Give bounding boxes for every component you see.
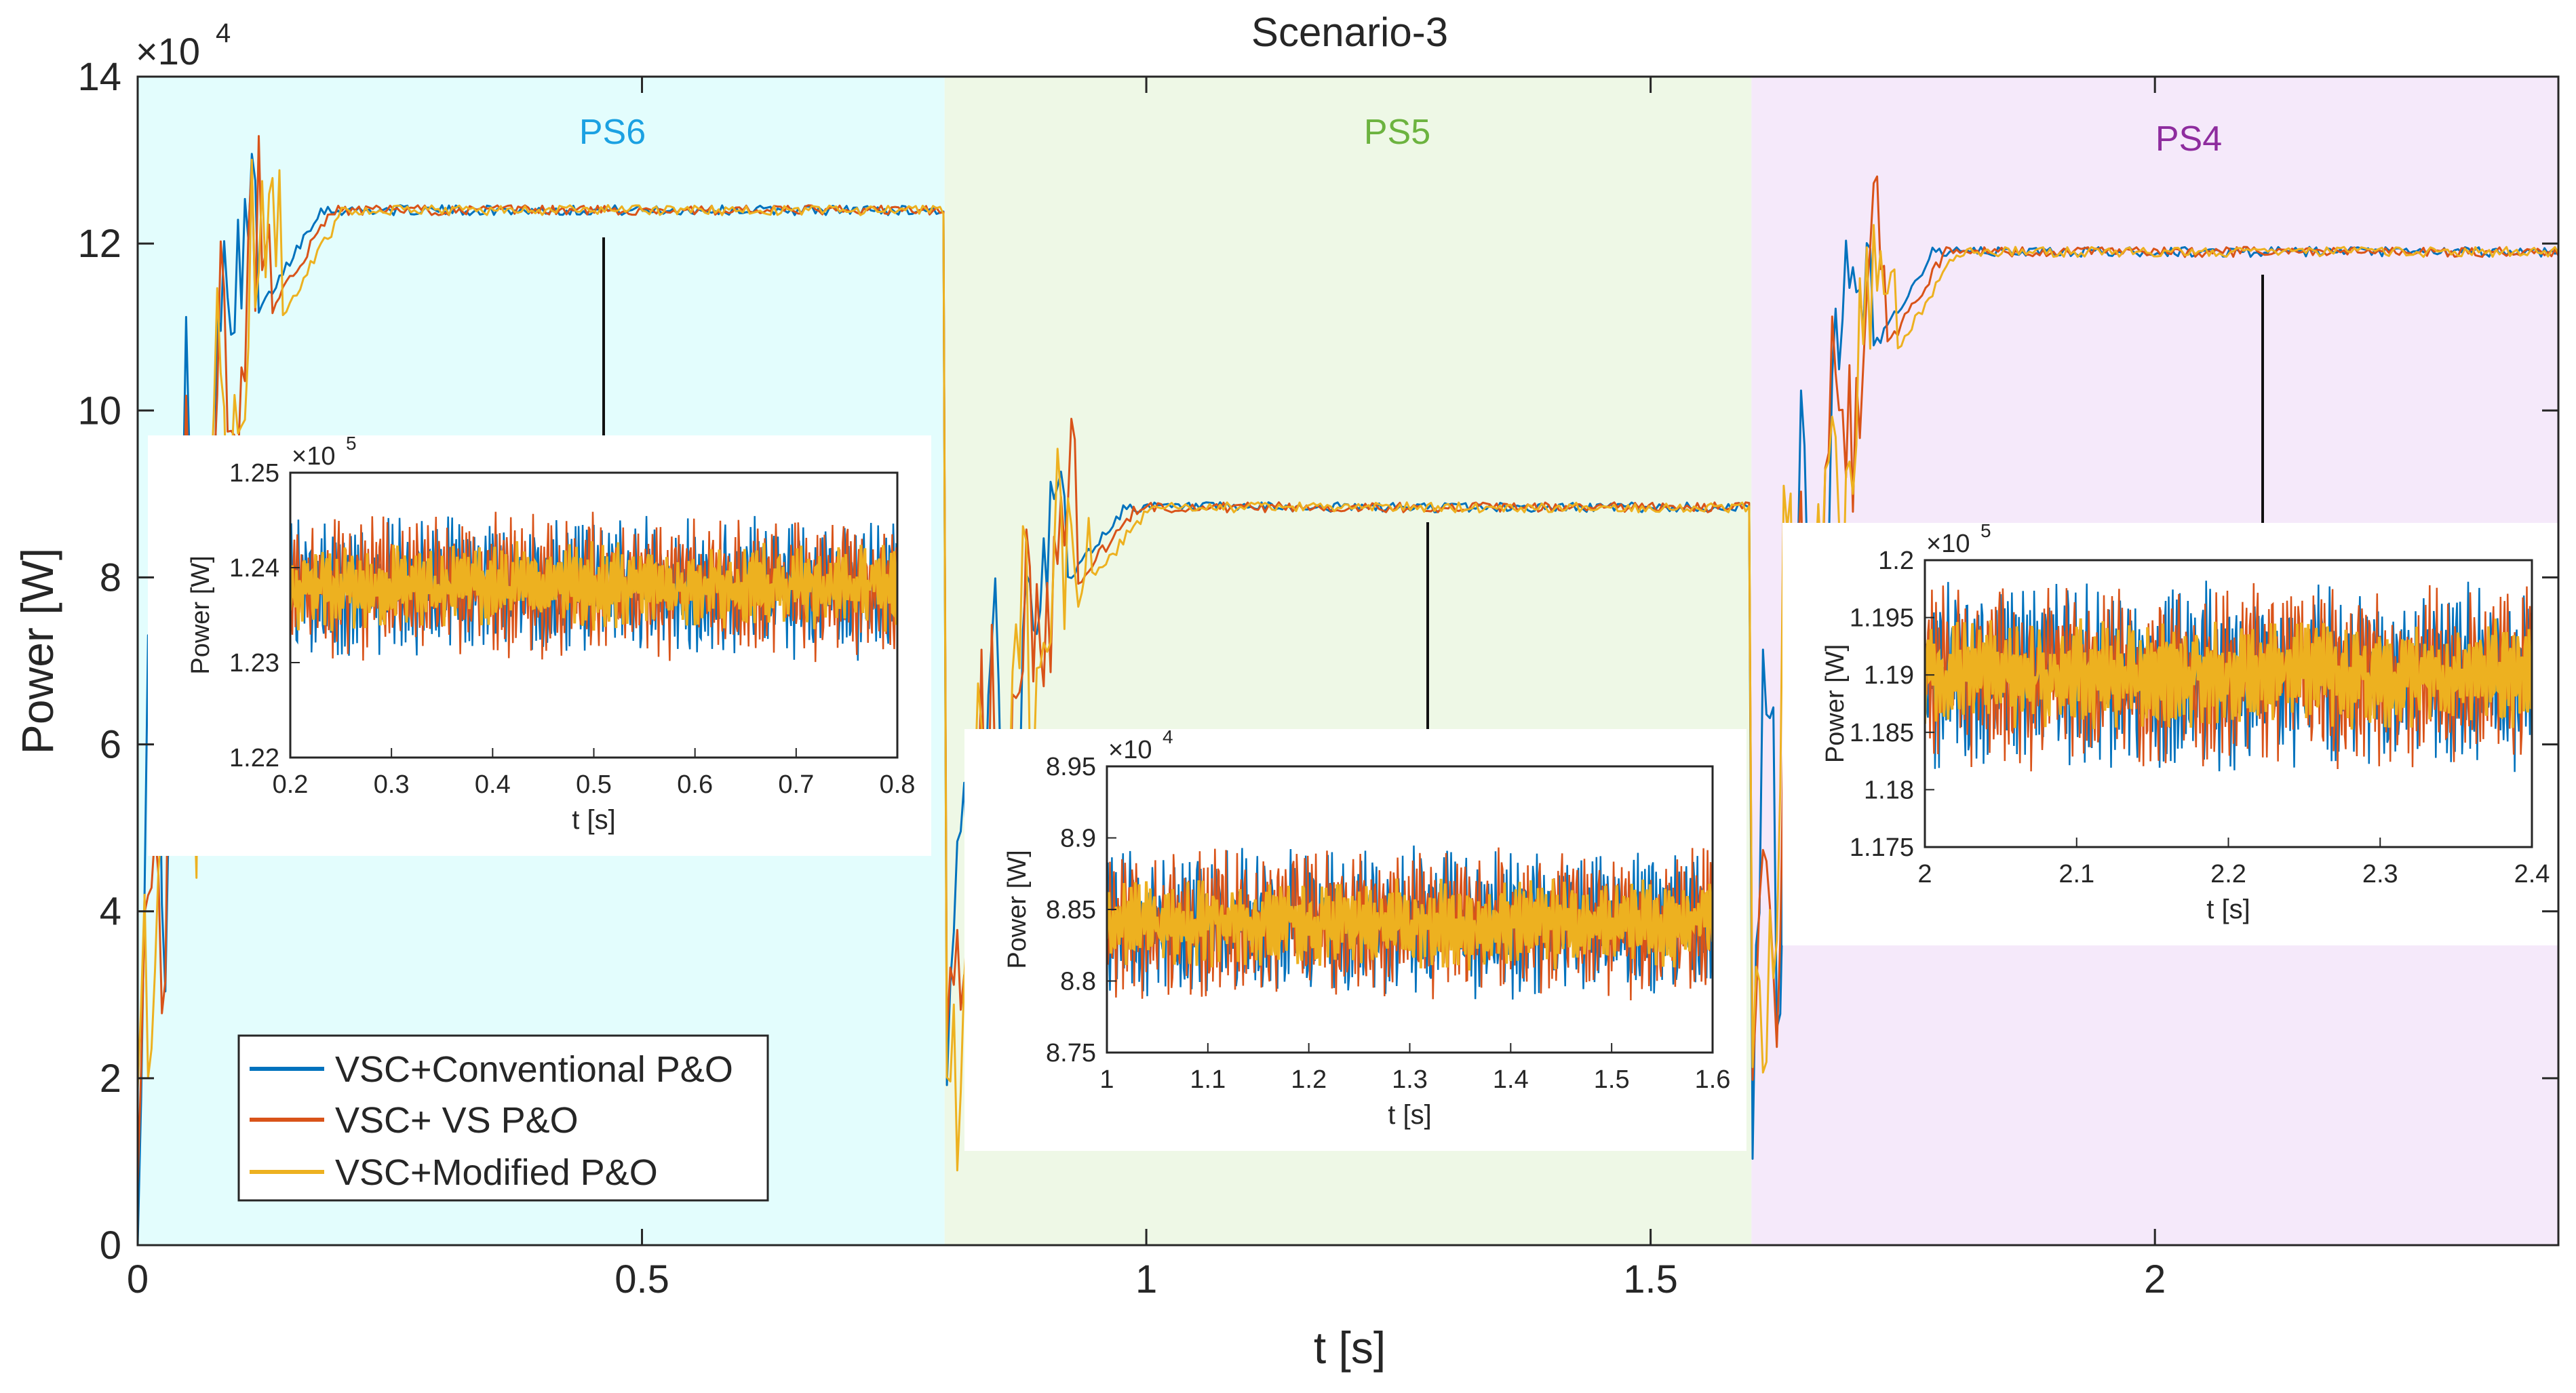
inset-ps6-series	[290, 511, 897, 663]
x-tick-label: 1	[1135, 1257, 1157, 1301]
inset-y-tick-label: 1.23	[229, 649, 279, 678]
inset-ps4-line-modified	[1925, 618, 2532, 730]
inset-ps5: 1 1.1 1.2 1.3 1.4 1.5 1.6 8.75 8.8 8.85 8.9 8.95 ×10…	[964, 726, 1746, 1151]
inset-y-tick-label: 8.95	[1046, 753, 1096, 781]
annotation-arrows	[590, 237, 2276, 760]
inset-x-tick-label: 0.8	[880, 770, 916, 799]
inset-multiplier-exponent: 5	[1980, 520, 1991, 541]
inset-y-axis-label: Power [W]	[1821, 644, 1850, 763]
legend-entry-vs: VSC+ VS P&O	[335, 1100, 579, 1141]
inset-ps5-line-modified	[1107, 878, 1713, 971]
region-label-ps5: PS5	[1364, 113, 1430, 152]
y-axis-label: Power [W]	[12, 548, 62, 754]
chart-title: Scenario-3	[1251, 9, 1448, 55]
inset-y-tick-label: 1.185	[1850, 719, 1914, 747]
inset-x-axis-label: t [s]	[2206, 895, 2250, 924]
inset-x-tick-label: 2.4	[2514, 860, 2550, 888]
x-tick-label: 2	[2144, 1257, 2166, 1301]
legend-entry-modified: VSC+Modified P&O	[335, 1152, 658, 1193]
inset-y-tick-label: 1.22	[229, 744, 279, 772]
inset-x-tick-label: 0.6	[677, 770, 713, 799]
inset-ps6-line-modified	[290, 541, 897, 632]
inset-x-tick-label: 0.3	[374, 770, 410, 799]
inset-y-axis-label: Power [W]	[1003, 850, 1032, 968]
inset-multiplier-exponent: 5	[346, 433, 357, 454]
inset-y-tick-label: 1.2	[1878, 547, 1914, 575]
inset-y-axis-label: Power [W]	[187, 555, 215, 674]
inset-x-tick-label: 0.5	[576, 770, 612, 799]
main-series-line-vs	[136, 135, 2560, 1186]
inset-ps5-series	[1107, 845, 1713, 1001]
inset-y-tick-label: 1.24	[229, 554, 279, 583]
y-tick-label: 6	[100, 723, 121, 767]
inset-x-tick-label: 0.7	[778, 770, 814, 799]
inset-multiplier-base: ×10	[1926, 530, 1970, 558]
inset-ps6-line-vs	[290, 511, 897, 663]
y-tick-label: 14	[77, 55, 121, 99]
x-axis-label: t [s]	[1314, 1322, 1386, 1373]
inset-y-tick-label: 1.25	[229, 459, 279, 488]
inset-x-tick-label: 1.5	[1594, 1065, 1630, 1094]
inset-y-tick-label: 8.85	[1046, 896, 1096, 924]
legend: VSC+Conventional P&O VSC+ VS P&O VSC+Mod…	[237, 1034, 769, 1202]
region-label-ps6: PS6	[579, 113, 646, 152]
inset-x-axis-label: t [s]	[572, 805, 615, 835]
inset-y-tick-label: 1.18	[1864, 776, 1914, 804]
inset-x-axis-label: t [s]	[1388, 1100, 1431, 1130]
inset-x-tick-label: 0.4	[475, 770, 511, 799]
inset-x-tick-label: 1.2	[1291, 1065, 1327, 1094]
inset-y-tick-label: 8.9	[1060, 825, 1096, 853]
inset-x-tick-label: 2.3	[2362, 860, 2398, 888]
inset-y-tick-label: 8.8	[1060, 968, 1096, 996]
y-tick-label: 4	[100, 890, 121, 934]
y-multiplier: ×10 4	[136, 18, 231, 73]
main-series-group	[136, 135, 2560, 1246]
y-tick-label: 0	[100, 1223, 121, 1268]
inset-y-tick-label: 1.19	[1864, 661, 1914, 690]
inset-x-tick-label: 1	[1099, 1065, 1114, 1094]
inset-multiplier-base: ×10	[292, 442, 335, 471]
inset-ps4: 2 2.1 2.2 2.3 2.4 1.175 1.18 1.185 1.19 1.195 1.2 ×…	[1782, 520, 2566, 945]
inset-x-tick-label: 1.6	[1695, 1065, 1731, 1094]
main-axes-box	[136, 75, 2560, 1247]
y-multiplier-exponent: 4	[216, 18, 231, 48]
y-tick-label: 12	[77, 222, 121, 266]
inset-x-tick-label: 2.2	[2210, 860, 2246, 888]
region-label-ps4: PS4	[2155, 119, 2222, 159]
x-tick-label: 0	[127, 1257, 149, 1301]
y-tick-label: 10	[77, 389, 121, 433]
inset-x-tick-label: 0.2	[273, 770, 309, 799]
inset-ps4-series	[1925, 581, 2532, 772]
inset-multiplier-exponent: 4	[1163, 726, 1173, 747]
inset-y-tick-label: 8.75	[1046, 1039, 1096, 1067]
inset-x-tick-label: 1.1	[1190, 1065, 1226, 1094]
x-tick-label: 1.5	[1623, 1257, 1678, 1301]
y-tick-label: 2	[100, 1057, 121, 1101]
y-multiplier-base: ×10	[136, 30, 200, 73]
inset-x-tick-label: 1.4	[1493, 1065, 1529, 1094]
insets-group: 0.2 0.3 0.4 0.5 0.6 0.7 0.81.221.231.241.25×10…	[148, 433, 2566, 1151]
inset-y-tick-label: 1.195	[1850, 604, 1914, 633]
inset-multiplier-base: ×10	[1108, 736, 1152, 764]
inset-x-tick-label: 1.3	[1392, 1065, 1428, 1094]
inset-x-tick-label: 2.1	[2058, 860, 2094, 888]
legend-box	[237, 1034, 769, 1202]
main-series-line-modified	[136, 159, 2560, 1172]
x-tick-label: 0.5	[614, 1257, 669, 1301]
inset-ps6-backdrop	[148, 435, 931, 856]
inset-ps6: 0.2 0.3 0.4 0.5 0.6 0.7 0.8 1.22 1.23 1.24 1.25 ×10…	[148, 433, 931, 856]
inset-x-tick-label: 2	[1917, 860, 1932, 888]
inset-ps4-line-vs	[1925, 583, 2532, 772]
inset-y-tick-label: 1.175	[1850, 833, 1914, 862]
y-tick-label: 8	[100, 555, 121, 600]
legend-entry-conventional: VSC+Conventional P&O	[335, 1049, 733, 1090]
inset-ps5-line-vs	[1107, 847, 1713, 1001]
